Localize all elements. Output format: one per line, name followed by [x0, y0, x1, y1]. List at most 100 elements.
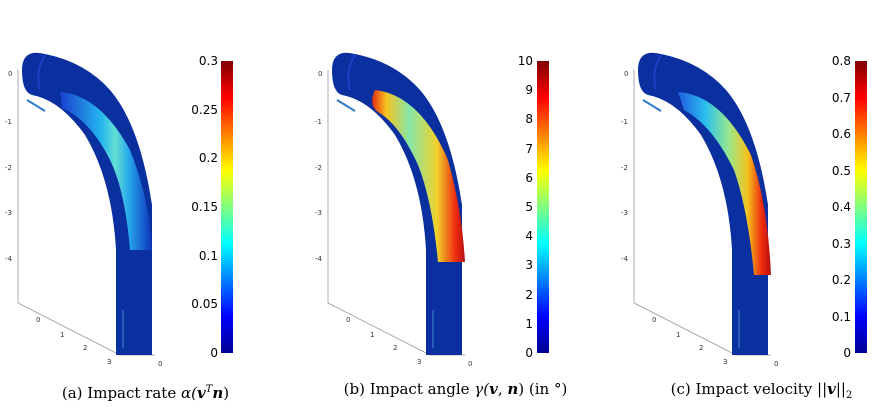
caption-a-v: v — [196, 384, 206, 402]
colorbar-tick: 0.3 — [198, 54, 218, 68]
caption-b-comma: , — [497, 380, 508, 398]
colorbar-tick: 0.1 — [831, 309, 851, 324]
caption-b-v: v — [489, 380, 498, 398]
colorbar-tick: 2 — [525, 287, 533, 302]
colorbar-tick: 0 — [525, 346, 533, 360]
caption-b-gamma: γ( — [474, 380, 490, 398]
caption-c-open-norm: || — [817, 380, 828, 398]
pipe-inlet-edge — [347, 54, 356, 91]
colorbar-tick: 0 — [843, 346, 851, 360]
ytick-0: 0 — [318, 70, 322, 78]
ytick-0: 0 — [624, 70, 628, 78]
depth-axis-line — [327, 302, 431, 356]
colorbar-tick: 0.25 — [191, 102, 218, 117]
ztick-0: 0 — [346, 316, 350, 324]
caption-a-transpose: T — [205, 384, 213, 395]
caption-b-close: ) — [518, 380, 525, 398]
colorbar-tick: 0 — [210, 346, 218, 360]
colorbar-a-labels: 0.3 0.25 0.2 0.15 0.1 0.05 0 — [178, 0, 218, 407]
ytick-4: -4 — [621, 255, 629, 263]
pipe-plot-b: 0 -1 -2 -3 -4 0 1 2 3 0 — [315, 52, 472, 368]
xtick-0: 0 — [774, 360, 778, 368]
impact-zone — [372, 90, 465, 262]
caption-a: (a) Impact rate α(vTn) — [0, 380, 291, 402]
caption-c-index: 2 — [845, 390, 853, 401]
ytick-2: -2 — [621, 164, 628, 172]
ytick-4: -4 — [315, 255, 323, 263]
ytick-2: -2 — [5, 164, 12, 172]
depth-axis-line — [633, 302, 737, 356]
colorbar-tick: 3 — [525, 258, 533, 273]
xtick-0: 0 — [468, 360, 472, 368]
colorbar-tick: 0.6 — [831, 127, 851, 141]
pipe-body — [638, 52, 768, 355]
caption-c-label: (c) Impact velocity — [670, 380, 818, 398]
pipe-plot-c: 0 -1 -2 -3 -4 0 1 2 3 0 — [621, 52, 778, 368]
colorbar-tick: 10 — [517, 54, 533, 68]
caption-c-v: v — [827, 380, 836, 398]
colorbar-tick: 0.2 — [198, 151, 218, 166]
caption-c-close-norm: || — [835, 380, 846, 398]
inflow-arrow — [642, 99, 662, 112]
inflow-arrow — [26, 99, 46, 112]
subfigure-a: 0 -1 -2 -3 -4 0 1 2 3 0 — [0, 0, 291, 407]
pipe-body — [22, 52, 152, 355]
inflow-arrow — [336, 99, 356, 112]
colorbar-tick: 0.7 — [831, 90, 851, 105]
ytick-3: -3 — [315, 209, 322, 217]
colorbar-a — [221, 61, 233, 353]
colorbar-tick: 0.05 — [191, 297, 218, 312]
ztick-0: 0 — [652, 316, 656, 324]
ytick-0: 0 — [8, 70, 12, 78]
ztick-1: 1 — [370, 331, 374, 339]
impact-zone — [60, 92, 152, 250]
depth-axis-line — [17, 302, 121, 356]
pipe-plot-a: 0 -1 -2 -3 -4 0 1 2 3 0 — [5, 52, 162, 368]
pipe-inlet-edge — [653, 54, 662, 91]
ytick-4: -4 — [5, 255, 13, 263]
ztick-2: 2 — [83, 344, 87, 352]
ztick-0: 0 — [36, 316, 40, 324]
colorbar-b — [537, 61, 549, 353]
caption-c: (c) Impact velocity ||v||2 — [616, 380, 873, 401]
ytick-1: -1 — [315, 118, 322, 126]
colorbar-tick: 6 — [525, 170, 533, 185]
colorbar-tick: 8 — [525, 112, 533, 127]
caption-b-label: (b) Impact angle — [343, 380, 475, 398]
pipe-inlet-edge — [37, 54, 46, 91]
caption-a-alpha: α( — [180, 384, 197, 402]
ztick-2: 2 — [393, 344, 397, 352]
colorbar-tick: 1 — [525, 316, 533, 331]
ztick-1: 1 — [60, 331, 64, 339]
colorbar-b-labels: 10 9 8 7 6 5 4 3 2 1 0 — [493, 0, 533, 407]
colorbar-tick: 0.8 — [831, 54, 851, 68]
ytick-1: -1 — [5, 118, 12, 126]
colorbar-tick: 7 — [525, 141, 533, 156]
ytick-2: -2 — [315, 164, 322, 172]
ytick-3: -3 — [621, 209, 628, 217]
colorbar-tick: 0.5 — [831, 163, 851, 178]
xtick-0: 0 — [158, 360, 162, 368]
colorbar-tick: 4 — [525, 229, 533, 244]
caption-a-label: (a) Impact rate — [61, 384, 181, 402]
caption-b-n: n — [507, 380, 519, 398]
colorbar-tick: 9 — [525, 83, 533, 98]
ztick-3: 3 — [723, 358, 727, 366]
subfigure-b: 0 -1 -2 -3 -4 0 1 2 3 0 — [310, 0, 601, 407]
colorbar-c-labels: 0.8 0.7 0.6 0.5 0.4 0.3 0.2 0.1 0 — [811, 0, 851, 407]
ytick-1: -1 — [621, 118, 628, 126]
ztick-2: 2 — [699, 344, 703, 352]
colorbar-tick: 0.2 — [831, 273, 851, 287]
colorbar-tick: 0.15 — [191, 200, 218, 214]
colorbar-tick: 0.4 — [831, 200, 851, 214]
colorbar-tick: 0.3 — [831, 236, 851, 251]
caption-b-unit: (in °) — [524, 380, 568, 398]
colorbar-c — [855, 61, 867, 353]
subfigure-c: 0 -1 -2 -3 -4 0 1 2 3 0 — [616, 0, 873, 407]
caption-a-n: n — [212, 384, 224, 402]
ztick-3: 3 — [417, 358, 421, 366]
ztick-3: 3 — [107, 358, 111, 366]
caption-a-close: ) — [223, 384, 230, 402]
ytick-3: -3 — [5, 209, 12, 217]
caption-b: (b) Impact angle γ(v, n) (in °) — [310, 380, 601, 398]
